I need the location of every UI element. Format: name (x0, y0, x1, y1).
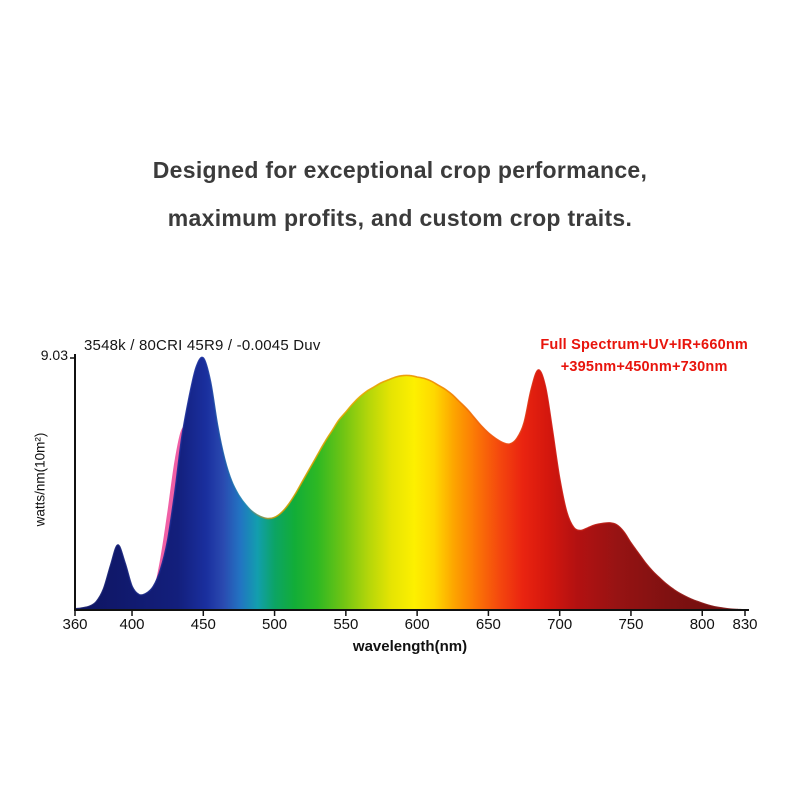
full-spectrum-area (75, 357, 745, 610)
x-tick-label: 360 (62, 616, 88, 633)
spectrum-note-line-2: +395nm+450nm+730nm (560, 359, 728, 375)
x-tick-label: 400 (119, 616, 145, 633)
x-tick-label: 450 (190, 616, 216, 633)
x-tick-label: 600 (404, 616, 430, 633)
x-tick-label: 750 (618, 616, 644, 633)
spectrum-curve-edge (74, 356, 746, 611)
x-tick-label: 800 (689, 616, 715, 633)
x-tick-label: 500 (262, 616, 288, 633)
x-tick-label: 830 (732, 616, 758, 633)
spectrum-note: Full Spectrum+UV+IR+660nm +395nm+450nm+7… (540, 334, 748, 378)
x-tick-label: 700 (547, 616, 573, 633)
headline-line-2: maximum profits, and custom crop traits. (167, 205, 633, 231)
color-metrics-label: 3548k / 80CRI 45R9 / -0.0045 Duv (84, 337, 321, 354)
y-axis-label: watts/nm(10m²) (32, 432, 48, 527)
spectrum-note-line-1: Full Spectrum+UV+IR+660nm (540, 337, 748, 353)
y-max-tick-label: 9.03 (40, 347, 68, 363)
headline-line-1: Designed for exceptional crop performanc… (152, 157, 648, 183)
headline: Designed for exceptional crop performanc… (0, 146, 800, 242)
x-tick-label: 550 (333, 616, 359, 633)
spectrum-chart (70, 354, 749, 616)
x-axis-label: wavelength(nm) (352, 638, 468, 655)
x-tick-label: 650 (475, 616, 501, 633)
